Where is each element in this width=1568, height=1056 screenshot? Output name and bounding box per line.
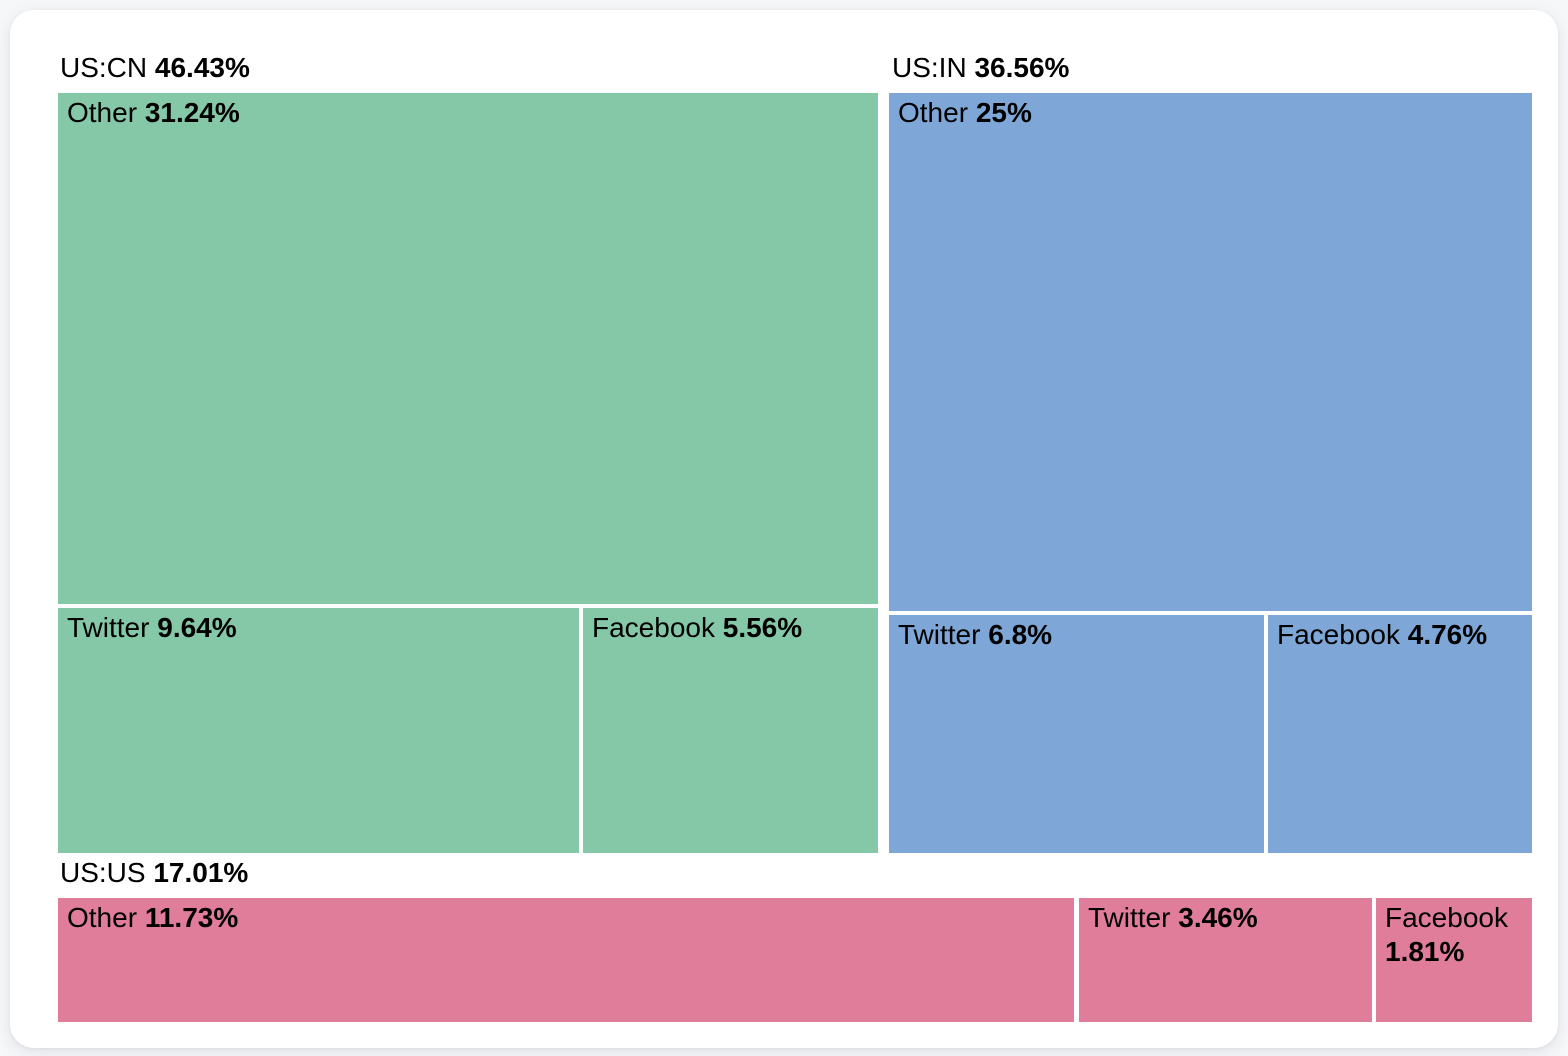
cell-value: 31.24%: [144, 97, 240, 128]
group-value: 46.43%: [154, 52, 250, 83]
group-label-us-cn: US:CN 46.43%: [60, 51, 250, 85]
treemap-cell-us-cn-other[interactable]: Other 31.24%: [58, 93, 878, 604]
treemap-cell-us-in-twitter[interactable]: Twitter 6.8%: [889, 615, 1264, 853]
cell-value: 1.81%: [1385, 936, 1465, 967]
treemap-cell-us-cn-facebook[interactable]: Facebook 5.56%: [583, 608, 878, 853]
group-label-us-us: US:US 17.01%: [60, 856, 248, 890]
treemap-cell-us-cn-twitter[interactable]: Twitter 9.64%: [58, 608, 579, 853]
cell-value: 11.73%: [144, 902, 239, 933]
cell-name: Facebook: [1277, 619, 1400, 650]
treemap-card: US:CN 46.43% Other 31.24% Twitter 9.64% …: [10, 10, 1558, 1048]
treemap-cell-us-us-facebook[interactable]: Facebook 1.81%: [1376, 898, 1532, 1022]
cell-value: 4.76%: [1407, 619, 1488, 650]
treemap-cell-us-in-facebook[interactable]: Facebook 4.76%: [1268, 615, 1532, 853]
cell-value: 25%: [975, 97, 1032, 128]
cell-value: 6.8%: [988, 619, 1053, 650]
group-name: US:US: [60, 857, 146, 888]
cell-value: 3.46%: [1178, 902, 1258, 933]
cell-name: Other: [898, 97, 969, 128]
treemap-cell-us-us-twitter[interactable]: Twitter 3.46%: [1079, 898, 1372, 1022]
cell-name: Twitter: [1088, 902, 1171, 933]
group-name: US:IN: [892, 52, 967, 83]
treemap-cell-us-us-other[interactable]: Other 11.73%: [58, 898, 1074, 1022]
cell-value: 5.56%: [722, 612, 803, 643]
group-value: 36.56%: [974, 52, 1070, 83]
treemap-cell-us-in-other[interactable]: Other 25%: [889, 93, 1532, 611]
cell-value: 9.64%: [157, 612, 237, 643]
cell-name: Twitter: [67, 612, 150, 643]
cell-name: Other: [67, 97, 138, 128]
group-name: US:CN: [60, 52, 148, 83]
cell-name: Twitter: [898, 619, 981, 650]
group-value: 17.01%: [153, 857, 249, 888]
cell-name: Other: [67, 902, 138, 933]
cell-name: Facebook: [592, 612, 715, 643]
group-label-us-in: US:IN 36.56%: [892, 51, 1069, 85]
cell-name: Facebook: [1385, 902, 1508, 933]
